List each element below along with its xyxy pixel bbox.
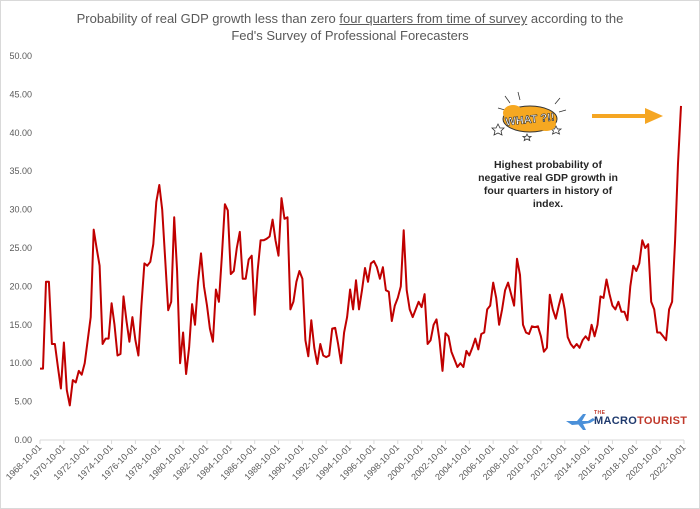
- series-line: [40, 105, 682, 407]
- sticker-puff-icon: [536, 117, 556, 131]
- sticker-sparks-icon: [497, 91, 567, 113]
- logo-tourist: TOURIST: [637, 415, 688, 427]
- logo-macro: MACRO: [594, 415, 638, 427]
- y-tick-label: 20.00: [9, 281, 32, 291]
- x-axis: 1968-10-011970-10-011972-10-011974-10-01…: [4, 439, 687, 482]
- y-tick-label: 30.00: [9, 205, 32, 215]
- y-axis: 0.00 5.00 10.00 15.00 20.00 25.00 30.00 35.00 40…: [9, 51, 32, 445]
- title-part2: according to the Fed's Survey of Profess…: [231, 11, 624, 43]
- logo-plane-icon: [566, 414, 595, 430]
- y-tick-label: 10.00: [9, 358, 32, 368]
- title-part1: Probability of real GDP growth less than…: [76, 11, 340, 26]
- y-tick-label: 0.00: [14, 435, 32, 445]
- arrow-head-icon: [645, 108, 663, 124]
- logo-small-text: THE: [594, 410, 606, 416]
- y-tick-label: 35.00: [9, 166, 32, 176]
- y-tick-label: 15.00: [9, 320, 32, 330]
- chart-title: Probability of real GDP growth less than…: [60, 10, 640, 44]
- logo-big-text: MACROTOURIST: [594, 415, 687, 427]
- title-underlined: four quarters from time of survey: [339, 11, 528, 26]
- y-tick-label: 50.00: [9, 51, 32, 61]
- annotation-note: Highest probability of negative real GDP…: [478, 159, 618, 210]
- callout-arrow: [592, 108, 663, 124]
- sticker-puff-icon: [503, 105, 523, 121]
- y-tick-label: 25.00: [9, 243, 32, 253]
- y-tick-label: 40.00: [9, 128, 32, 138]
- y-tick-label: 5.00: [14, 397, 32, 407]
- y-tick-label: 45.00: [9, 89, 32, 99]
- what-sticker: WHAT ?!!: [491, 91, 567, 142]
- sticker-text: WHAT ?!!: [505, 111, 555, 128]
- macro-tourist-logo: THE MACROTOURIST: [563, 410, 687, 432]
